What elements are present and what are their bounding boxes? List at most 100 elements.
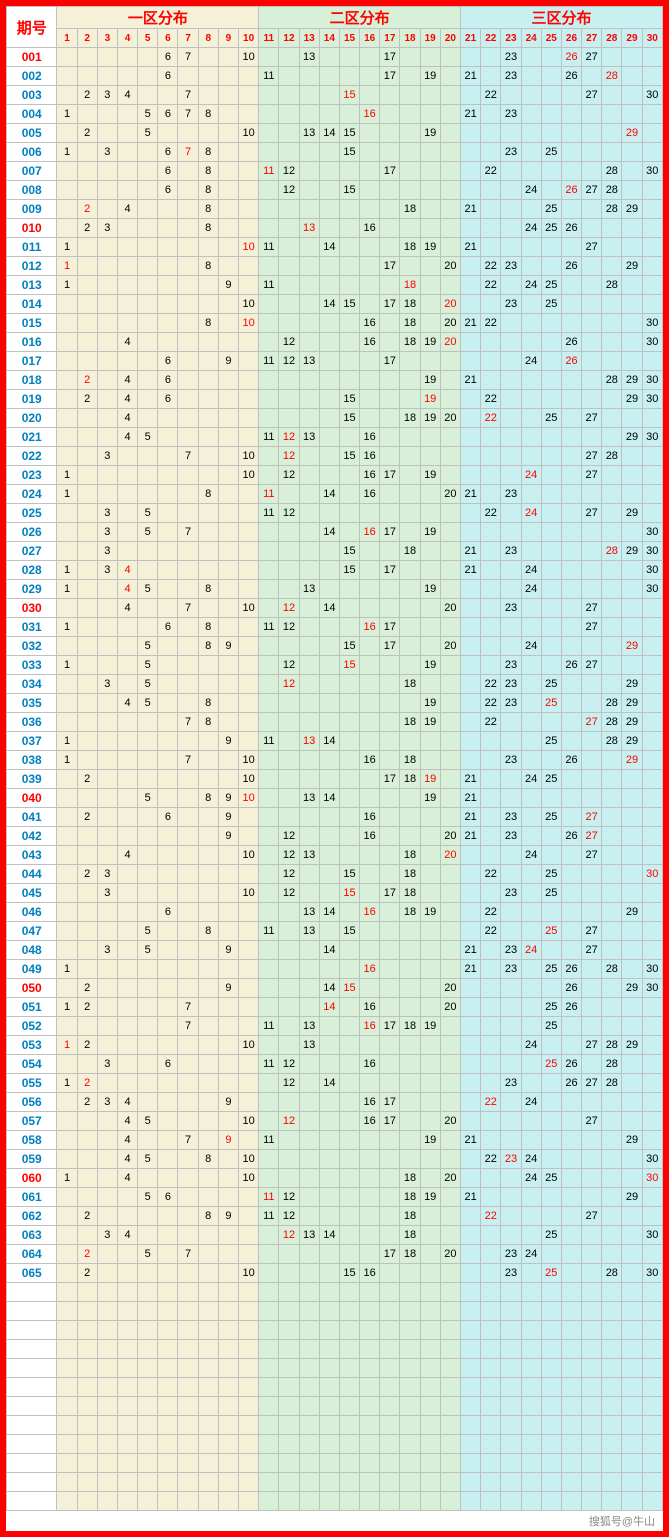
num-cell: [642, 1131, 662, 1150]
num-cell: [440, 903, 460, 922]
num-cell: [481, 181, 501, 200]
num-cell: [642, 466, 662, 485]
num-cell: 16: [360, 1093, 380, 1112]
table-row: 065210151623252830: [7, 1264, 663, 1283]
num-cell: 12: [279, 447, 299, 466]
num-cell: [198, 295, 218, 314]
num-cell: [420, 1055, 440, 1074]
num-cell: [541, 105, 561, 124]
num-cell: [582, 352, 602, 371]
num-cell: [541, 618, 561, 637]
num-cell: [642, 238, 662, 257]
num-cell: 19: [420, 371, 440, 390]
num-cell: 18: [400, 542, 420, 561]
num-cell: [521, 162, 541, 181]
num-cell: [319, 181, 339, 200]
num-cell: [360, 143, 380, 162]
num-cell: [521, 428, 541, 447]
num-cell: [158, 1169, 178, 1188]
empty-cell: [299, 1454, 319, 1473]
num-cell: [561, 428, 581, 447]
num-cell: [218, 447, 238, 466]
num-cell: [461, 48, 481, 67]
empty-cell: [77, 1359, 97, 1378]
num-cell: [622, 656, 642, 675]
empty-cell: [602, 1378, 622, 1397]
num-cell: 1: [57, 257, 77, 276]
num-cell: [602, 675, 622, 694]
num-cell: 22: [481, 314, 501, 333]
num-cell: [481, 523, 501, 542]
num-cell: [582, 884, 602, 903]
num-cell: [481, 1017, 501, 1036]
empty-cell: [642, 1283, 662, 1302]
num-cell: [461, 922, 481, 941]
num-cell: [97, 960, 117, 979]
num-cell: [218, 1150, 238, 1169]
empty-cell: [339, 1321, 359, 1340]
num-cell: 15: [339, 86, 359, 105]
num-cell: [521, 884, 541, 903]
num-cell: [561, 523, 581, 542]
num-cell: [138, 1226, 158, 1245]
empty-cell: [501, 1359, 521, 1378]
num-cell: [561, 1207, 581, 1226]
num-cell: 12: [279, 656, 299, 675]
num-cell: [561, 1017, 581, 1036]
num-cell: [602, 314, 622, 333]
num-cell: [561, 390, 581, 409]
num-cell: [97, 238, 117, 257]
num-cell: [97, 276, 117, 295]
num-cell: [57, 1264, 77, 1283]
num-cell: [117, 352, 137, 371]
num-cell: [521, 523, 541, 542]
table-header: 期号 一区分布 二区分布 三区分布 1234567891011121314151…: [7, 7, 663, 48]
num-cell: [582, 1226, 602, 1245]
num-cell: [481, 295, 501, 314]
empty-cell: [400, 1302, 420, 1321]
num-cell: [501, 162, 521, 181]
num-cell: 20: [440, 1169, 460, 1188]
table-row: 0192461519222930: [7, 390, 663, 409]
num-cell: [138, 162, 158, 181]
num-cell: [360, 732, 380, 751]
empty-cell: [602, 1340, 622, 1359]
table-row: 043410121318202427: [7, 846, 663, 865]
num-cell: 10: [238, 1112, 258, 1131]
num-cell: 13: [299, 1226, 319, 1245]
num-cell: 26: [561, 998, 581, 1017]
num-cell: [481, 485, 501, 504]
num-cell: [481, 1131, 501, 1150]
table-row: 056234916172224: [7, 1093, 663, 1112]
num-cell: [561, 884, 581, 903]
num-cell: [561, 1226, 581, 1245]
empty-cell: [440, 1397, 460, 1416]
num-cell: [339, 238, 359, 257]
num-cell: [642, 599, 662, 618]
num-cell: [582, 314, 602, 333]
num-cell: [602, 523, 622, 542]
num-cell: [138, 808, 158, 827]
empty-cell: [561, 1359, 581, 1378]
empty-cell: [642, 1359, 662, 1378]
num-cell: [218, 694, 238, 713]
empty-cell: [461, 1378, 481, 1397]
num-cell: 19: [420, 1017, 440, 1036]
num-cell: 5: [138, 789, 158, 808]
num-cell: [178, 1036, 198, 1055]
num-cell: [400, 162, 420, 181]
num-cell: [461, 846, 481, 865]
num-cell: 8: [198, 485, 218, 504]
empty-cell: [481, 1378, 501, 1397]
num-cell: [77, 1055, 97, 1074]
num-cell: [642, 295, 662, 314]
num-cell: [77, 713, 97, 732]
empty-cell: [138, 1340, 158, 1359]
num-cell: 28: [602, 1264, 622, 1283]
num-cell: [299, 979, 319, 998]
num-cell: [319, 884, 339, 903]
num-cell: [218, 675, 238, 694]
empty-cell: [238, 1416, 258, 1435]
table-row: 04758111315222527: [7, 922, 663, 941]
num-cell: [238, 1226, 258, 1245]
